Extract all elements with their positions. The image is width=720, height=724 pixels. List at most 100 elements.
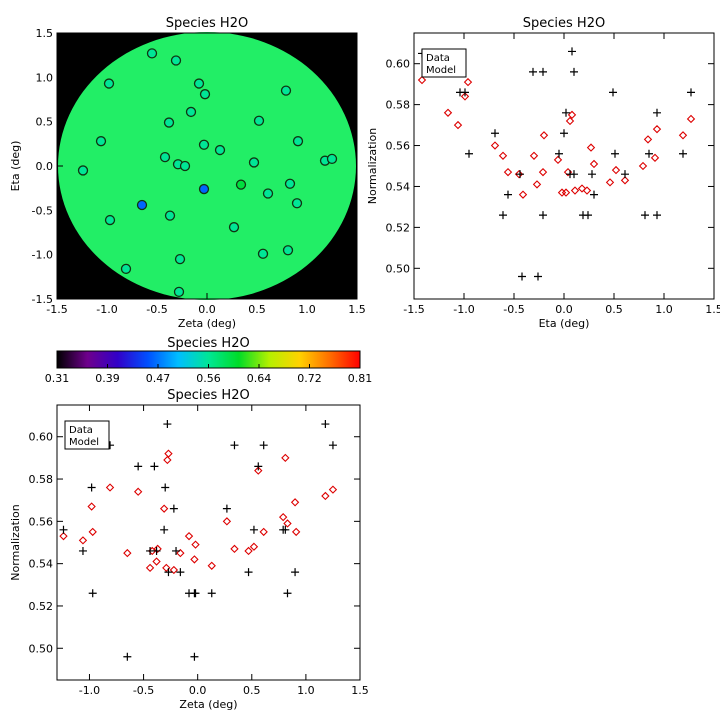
- data-point: [491, 129, 499, 138]
- data-point: [185, 106, 197, 118]
- model-point: [190, 555, 199, 564]
- data-point: [284, 178, 296, 189]
- y-tick-label: -1.0: [32, 249, 53, 262]
- data-point: [174, 253, 186, 265]
- data-point: [123, 652, 132, 661]
- data-point: [77, 165, 89, 176]
- x-tick-label: 1.0: [655, 303, 673, 316]
- model-point: [453, 120, 463, 130]
- data-point: [259, 441, 268, 450]
- data-point: [173, 286, 185, 298]
- model-point: [244, 546, 253, 556]
- data-point: [222, 504, 231, 513]
- y-tick-label: 0.60: [386, 58, 411, 71]
- y-tick-label: 1.0: [36, 71, 54, 84]
- model-point: [191, 540, 200, 549]
- y-tick-label: 0.52: [29, 600, 54, 613]
- x-tick-label: 1.5: [351, 684, 369, 697]
- model-point: [105, 483, 115, 492]
- model-point: [207, 561, 216, 570]
- data-point: [172, 546, 181, 555]
- model-point: [230, 544, 239, 554]
- x-tick-label: 0.0: [198, 303, 216, 316]
- model-point: [278, 512, 288, 522]
- colorbar-tick-label: 0.39: [95, 372, 120, 385]
- model-point: [498, 151, 508, 160]
- model-point: [291, 527, 301, 537]
- y-tick-label: 0.56: [29, 515, 54, 528]
- plot-frame: [56, 404, 361, 681]
- data-point: [687, 88, 695, 97]
- colorbar-tick-label: 0.81: [348, 372, 373, 385]
- model-point: [611, 165, 621, 175]
- data-point: [499, 211, 507, 220]
- chart-normalization-1: -1.5 -1.0 -0.5 0.0 0.5 1.0 1.5 0.50 0.52 0.54 0.56…: [366, 16, 720, 330]
- colorbar-tick-label: 0.72: [297, 372, 322, 385]
- data-point: [87, 483, 96, 492]
- legend-box: [421, 48, 467, 78]
- data-point: [103, 78, 115, 89]
- y-tick-label: -0.5: [32, 204, 53, 217]
- data-point: [249, 525, 258, 534]
- data-point: [163, 420, 172, 429]
- disk-fill: [58, 32, 356, 300]
- model-point: [88, 527, 97, 537]
- model-point: [652, 124, 662, 134]
- chart-title: Species H2O: [523, 16, 605, 31]
- chart-normalization-2: -1.0 -0.5 0.0 0.5 1.0 1.5 0.50 0.52 0.54 0.56 0.58…: [9, 388, 369, 711]
- y-tick-label: 0.54: [386, 180, 411, 193]
- colorbar: Species H2O 0.31 0.39 0.47 0.56 0.64 0.72 0.81: [45, 336, 373, 385]
- legend-data-label: Data: [426, 53, 450, 64]
- model-point: [87, 502, 96, 511]
- x-tick-label: 0.5: [605, 303, 623, 316]
- data-point: [518, 272, 526, 281]
- model-point: [159, 504, 169, 513]
- colorbar-tick-label: 0.47: [146, 372, 171, 385]
- y-axis-label: Eta (deg): [9, 141, 22, 192]
- model-point: [249, 542, 259, 551]
- data-point: [254, 462, 263, 471]
- model-point: [254, 466, 263, 475]
- model-point: [490, 141, 500, 150]
- x-tick-label: 1.5: [705, 303, 720, 316]
- y-tick-label: 0.56: [386, 140, 411, 153]
- data-point: [611, 149, 619, 158]
- y-axis-label: Normalization: [9, 504, 22, 580]
- colorbar-tick-label: 0.31: [45, 372, 70, 385]
- data-point: [653, 211, 661, 220]
- data-point: [104, 214, 116, 226]
- x-tick-label: -0.5: [133, 684, 154, 697]
- y-tick-label: 0.5: [36, 116, 54, 129]
- data-point: [198, 183, 210, 195]
- data-point: [461, 88, 469, 97]
- chart-disk-map: -1.5 -1.0 -0.5 0.0 0.5 1.0 1.5 -1.5 -1.0 -0.5 0.0 0…: [9, 16, 366, 330]
- model-point: [650, 153, 660, 162]
- model-point: [605, 178, 615, 187]
- model-point: [532, 180, 542, 189]
- data-point: [562, 108, 570, 117]
- x-tick-label: -0.5: [503, 303, 524, 316]
- model-point: [567, 110, 577, 120]
- y-tick-label: 0.54: [29, 558, 54, 571]
- model-point: [539, 131, 549, 140]
- data-point: [207, 589, 216, 598]
- data-point: [198, 139, 210, 150]
- data-point: [170, 55, 182, 66]
- y-tick-label: 0.0: [36, 160, 54, 173]
- model-point: [529, 151, 539, 160]
- data-point: [570, 170, 578, 179]
- x-tick-label: -0.5: [146, 303, 167, 316]
- model-point: [678, 131, 688, 140]
- data-point: [539, 211, 547, 220]
- data-point: [78, 546, 87, 555]
- model-point: [176, 548, 185, 558]
- x-tick-label: -1.0: [453, 303, 474, 316]
- model-point: [169, 565, 179, 575]
- model-point: [145, 563, 155, 573]
- model-point: [620, 176, 630, 185]
- model-point: [538, 167, 548, 177]
- data-point: [326, 153, 338, 165]
- model-point: [443, 108, 453, 117]
